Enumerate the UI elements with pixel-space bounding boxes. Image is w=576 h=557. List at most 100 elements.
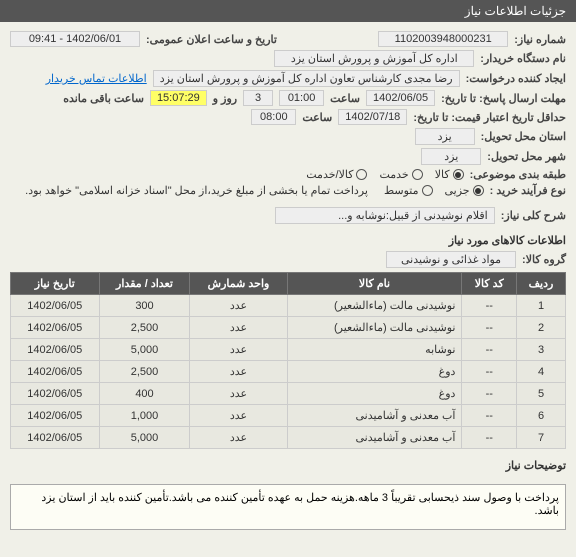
panel-title: جزئیات اطلاعات نیاز xyxy=(465,4,566,18)
deadline-date-value: 1402/06/05 xyxy=(366,90,435,106)
classification-option[interactable]: کالا/خدمت xyxy=(306,168,367,181)
buyer-value: اداره کل آموزش و پرورش استان یزد xyxy=(274,50,474,67)
buy-type-option[interactable]: متوسط xyxy=(384,184,433,197)
table-row[interactable]: 1--نوشیدنی مالت (ماءالشعیر)عدد3001402/06… xyxy=(11,295,566,317)
group-label: گروه کالا: xyxy=(522,253,566,266)
table-cell: 5 xyxy=(517,383,566,405)
radio-icon xyxy=(422,185,433,196)
table-cell: -- xyxy=(462,317,517,339)
table-row[interactable]: 3--نوشابهعدد5,0001402/06/05 xyxy=(11,339,566,361)
table-cell: 4 xyxy=(517,361,566,383)
table-cell: 2,500 xyxy=(99,361,190,383)
table-cell: نوشیدنی مالت (ماءالشعیر) xyxy=(287,295,462,317)
table-header-cell: تاریخ نیاز xyxy=(11,273,100,295)
need-number-label: شماره نیاز: xyxy=(514,33,566,46)
table-cell: دوغ xyxy=(287,383,462,405)
group-value: مواد غذائی و نوشیدنی xyxy=(386,251,516,268)
table-cell: 7 xyxy=(517,427,566,449)
table-cell: دوغ xyxy=(287,361,462,383)
city-label: شهر محل تحویل: xyxy=(487,150,566,163)
buy-type-label: نوع فرآیند خرید : xyxy=(490,184,566,197)
min-valid-label: حداقل تاریخ اعتبار قیمت: تا تاریخ: xyxy=(413,111,566,124)
table-row[interactable]: 6--آب معدنی و آشامیدنیعدد1,0001402/06/05 xyxy=(11,405,566,427)
table-cell: 5,000 xyxy=(99,339,190,361)
table-cell: -- xyxy=(462,361,517,383)
radio-label: کالا/خدمت xyxy=(306,168,353,181)
table-row[interactable]: 7--آب معدنی و آشامیدنیعدد5,0001402/06/05 xyxy=(11,427,566,449)
table-cell: عدد xyxy=(190,383,287,405)
table-cell: 300 xyxy=(99,295,190,317)
creator-label: ایجاد کننده درخواست: xyxy=(466,72,566,85)
table-cell: -- xyxy=(462,339,517,361)
remain-suffix-label: ساعت باقی مانده xyxy=(63,92,144,105)
buyer-contact-link[interactable]: اطلاعات تماس خریدار xyxy=(46,72,147,85)
radio-icon xyxy=(356,169,367,180)
panel-header: جزئیات اطلاعات نیاز xyxy=(0,0,576,22)
table-cell: نوشیدنی مالت (ماءالشعیر) xyxy=(287,317,462,339)
classification-option[interactable]: کالا xyxy=(435,168,464,181)
table-cell: 1402/06/05 xyxy=(11,427,100,449)
city-value: یزد xyxy=(421,148,481,165)
table-row[interactable]: 5--دوغعدد4001402/06/05 xyxy=(11,383,566,405)
table-cell: 2,500 xyxy=(99,317,190,339)
summary-label: شرح کلی نیاز: xyxy=(501,209,566,222)
table-header-cell: تعداد / مقدار xyxy=(99,273,190,295)
min-valid-time-label: ساعت xyxy=(302,111,332,124)
table-row[interactable]: 4--دوغعدد2,5001402/06/05 xyxy=(11,361,566,383)
pub-date-value: 1402/06/01 - 09:41 xyxy=(10,31,140,47)
classification-label: طبقه بندی موضوعی: xyxy=(470,168,566,181)
classification-radio-group: کالا خدمت کالا/خدمت xyxy=(306,168,463,181)
remain-days-label: روز و xyxy=(213,92,237,105)
table-cell: آب معدنی و آشامیدنی xyxy=(287,427,462,449)
table-cell: 1402/06/05 xyxy=(11,361,100,383)
buy-type-option[interactable]: جزیی xyxy=(445,184,484,197)
table-cell: 1,000 xyxy=(99,405,190,427)
table-cell: 1402/06/05 xyxy=(11,295,100,317)
need-description-textarea[interactable] xyxy=(10,484,566,530)
table-cell: 1402/06/05 xyxy=(11,339,100,361)
remain-days-value: 3 xyxy=(243,90,273,106)
table-cell: آب معدنی و آشامیدنی xyxy=(287,405,462,427)
need-number-value: 1102003948000231 xyxy=(378,31,508,47)
creator-value: رضا مجدی کارشناس تعاون اداره کل آموزش و … xyxy=(153,70,460,87)
table-cell: 1 xyxy=(517,295,566,317)
buy-type-radio-group: جزیی متوسط xyxy=(384,184,484,197)
table-cell: -- xyxy=(462,427,517,449)
radio-icon xyxy=(453,169,464,180)
table-cell: 1402/06/05 xyxy=(11,317,100,339)
table-cell: عدد xyxy=(190,361,287,383)
pub-date-label: تاریخ و ساعت اعلان عمومی: xyxy=(146,33,277,46)
deadline-time-value: 01:00 xyxy=(279,90,324,106)
remain-time-value: 15:07:29 xyxy=(150,90,207,106)
table-cell: عدد xyxy=(190,295,287,317)
radio-label: خدمت xyxy=(379,168,408,181)
min-valid-date-value: 1402/07/18 xyxy=(338,109,407,125)
radio-label: جزیی xyxy=(445,184,470,197)
min-valid-time-value: 08:00 xyxy=(251,109,296,125)
deadline-label: مهلت ارسال پاسخ: تا تاریخ: xyxy=(441,92,566,105)
table-cell: 5,000 xyxy=(99,427,190,449)
table-cell: 400 xyxy=(99,383,190,405)
table-cell: 6 xyxy=(517,405,566,427)
table-cell: 2 xyxy=(517,317,566,339)
buyer-label: نام دستگاه خریدار: xyxy=(480,52,566,65)
table-header-cell: کد کالا xyxy=(462,273,517,295)
table-cell: -- xyxy=(462,405,517,427)
radio-icon xyxy=(473,185,484,196)
table-cell: 3 xyxy=(517,339,566,361)
table-cell: 1402/06/05 xyxy=(11,383,100,405)
classification-option[interactable]: خدمت xyxy=(379,168,422,181)
details-panel: شماره نیاز: 1102003948000231 تاریخ و ساع… xyxy=(0,22,576,539)
table-header-cell: واحد شمارش xyxy=(190,273,287,295)
table-row[interactable]: 2--نوشیدنی مالت (ماءالشعیر)عدد2,5001402/… xyxy=(11,317,566,339)
table-cell: عدد xyxy=(190,405,287,427)
table-cell: 1402/06/05 xyxy=(11,405,100,427)
province-label: استان محل تحویل: xyxy=(481,130,566,143)
table-cell: عدد xyxy=(190,317,287,339)
desc-label: توضیحات نیاز xyxy=(10,459,566,472)
radio-label: کالا xyxy=(435,168,450,181)
summary-value: اقلام نوشیدنی از قبیل:نوشابه و... xyxy=(275,207,495,224)
items-table: ردیفکد کالانام کالاواحد شمارشتعداد / مقد… xyxy=(10,272,566,449)
items-section-title: اطلاعات کالاهای مورد نیاز xyxy=(10,234,566,247)
table-cell: عدد xyxy=(190,339,287,361)
